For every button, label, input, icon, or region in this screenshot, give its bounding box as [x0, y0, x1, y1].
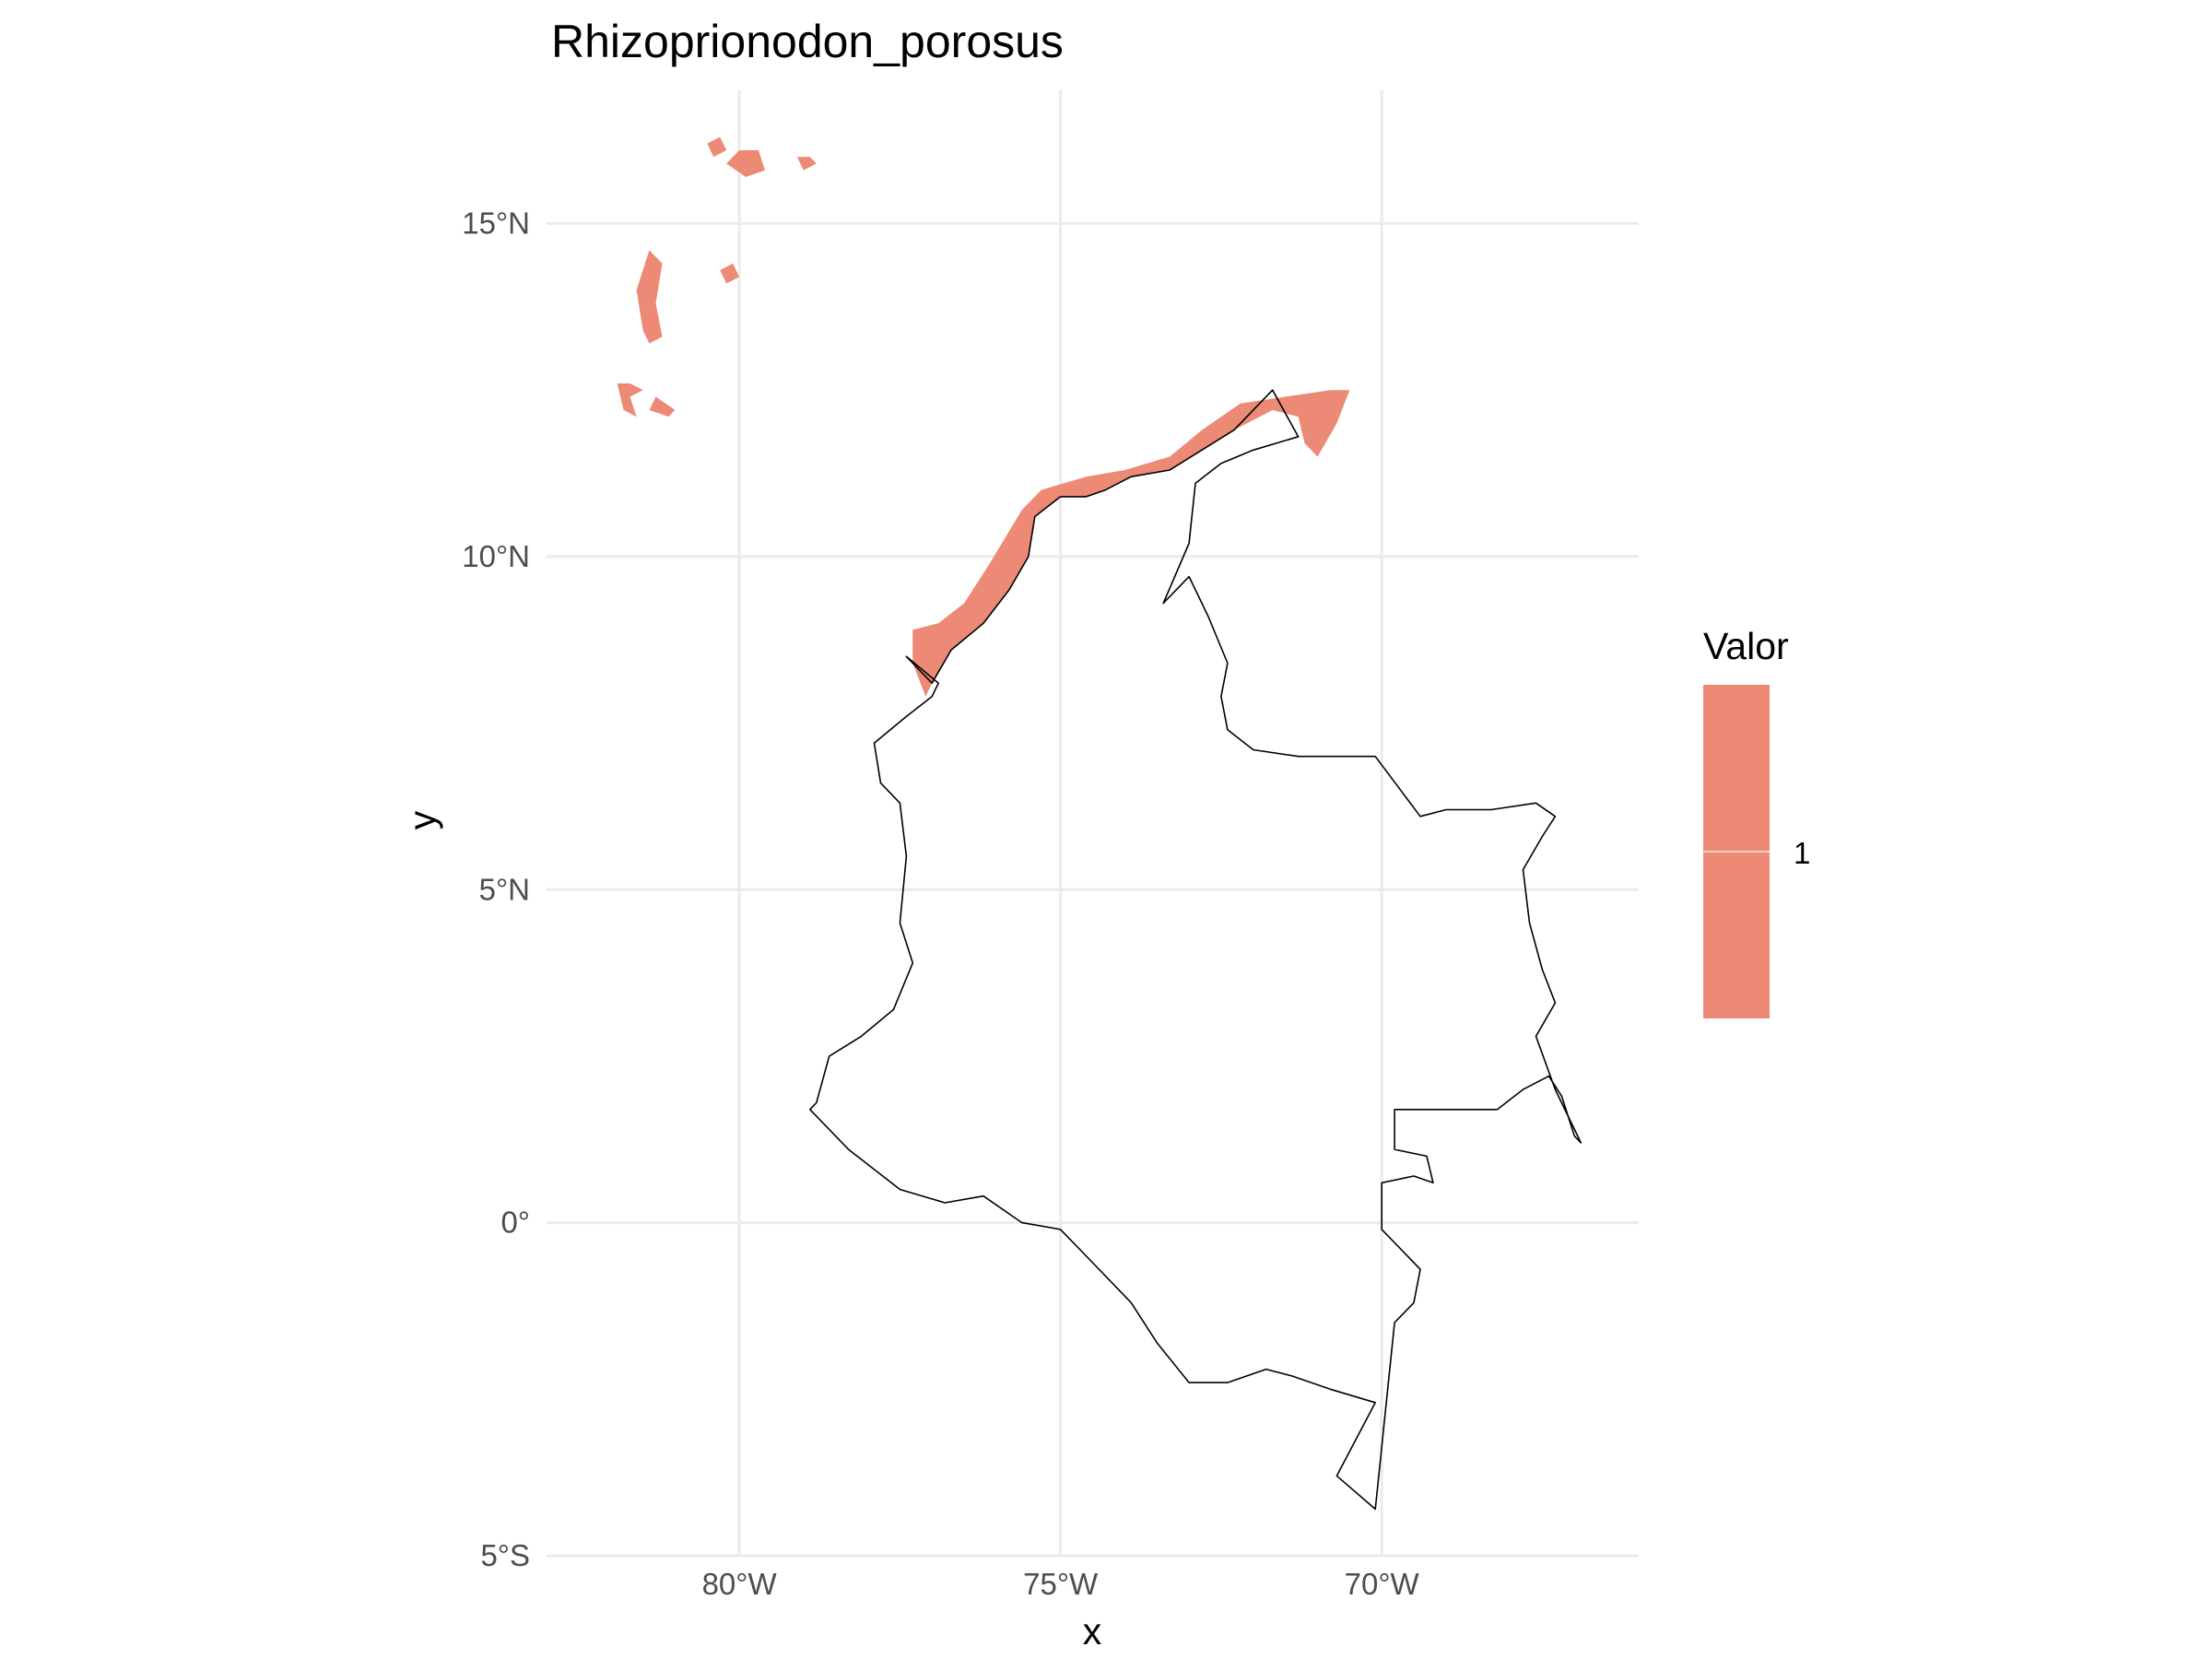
y-tick-label: 15°N: [462, 206, 530, 241]
legend-title: Valor: [1703, 625, 1789, 667]
range-polygon: [636, 250, 663, 344]
x-axis-title: x: [1083, 1610, 1102, 1653]
y-axis-title: y: [401, 810, 443, 830]
range-polygon: [726, 150, 765, 177]
range-polygon: [720, 263, 740, 284]
range-polygon: [796, 157, 817, 171]
x-tick-label: 80°W: [702, 1567, 778, 1601]
y-tick-label: 5°S: [480, 1538, 530, 1572]
y-tick-label: 0°: [500, 1206, 530, 1240]
gridlines: [547, 90, 1639, 1558]
range-polygon: [912, 390, 1350, 697]
range-polygon: [617, 383, 643, 418]
legend: Valor 1: [1703, 625, 1810, 1018]
range-polygon: [649, 396, 676, 418]
x-tick-label: 70°W: [1345, 1567, 1420, 1601]
y-axis-ticks: 15°N 10°N 5°N 0° 5°S: [462, 206, 530, 1572]
range-polygon: [707, 136, 727, 158]
country-boundary: [809, 389, 1583, 1511]
y-tick-label: 5°N: [479, 872, 530, 906]
map-layers: [617, 136, 1583, 1511]
x-tick-label: 75°W: [1023, 1567, 1099, 1601]
plot-title: Rhizoprionodon_porosus: [551, 16, 1064, 67]
y-tick-label: 10°N: [462, 539, 530, 573]
legend-label: 1: [1794, 836, 1810, 870]
x-axis-ticks: 80°W 75°W 70°W: [702, 1567, 1420, 1601]
